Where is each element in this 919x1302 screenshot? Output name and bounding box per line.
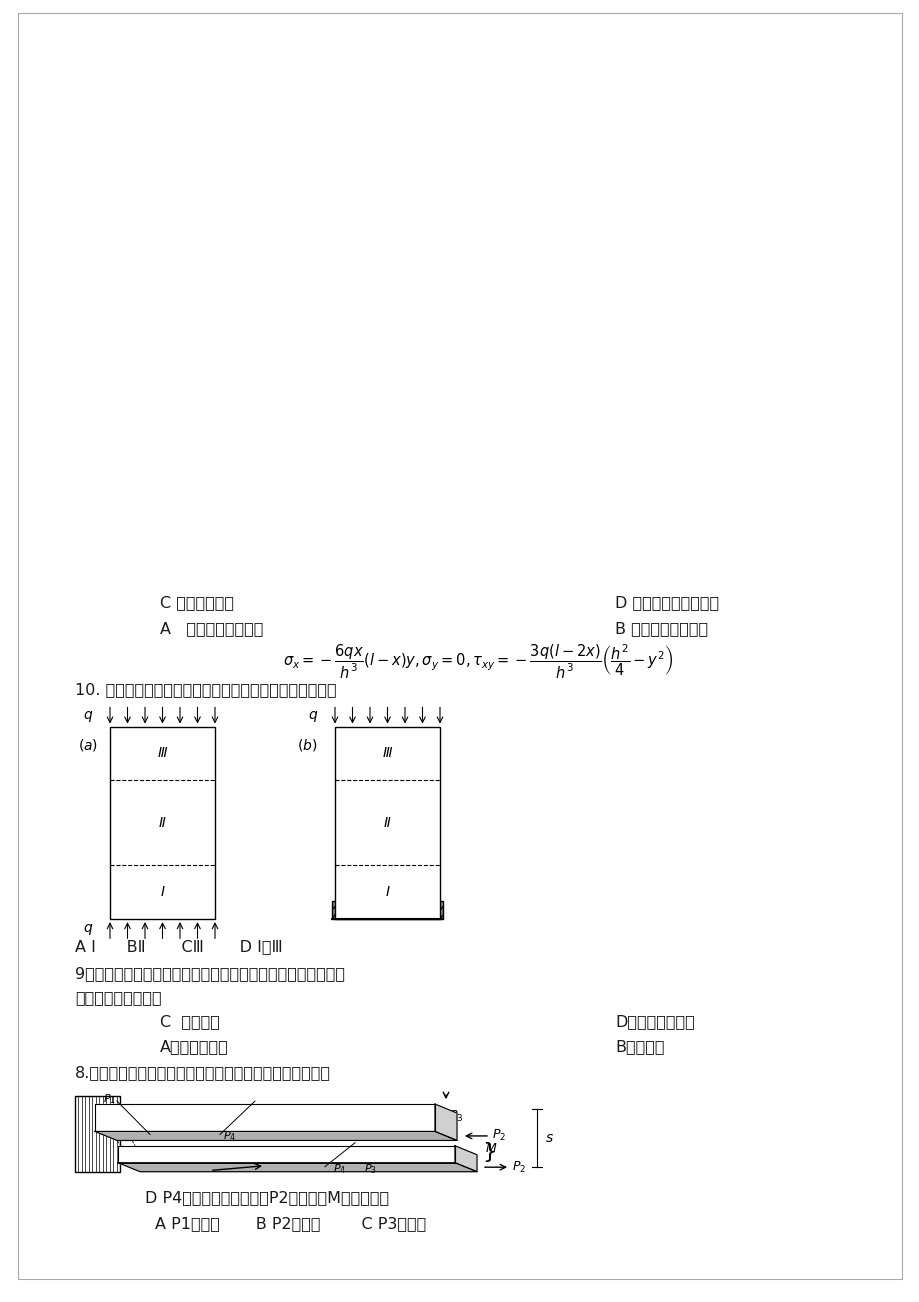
- Text: $P_1$: $P_1$: [103, 1092, 116, 1105]
- Polygon shape: [95, 1131, 457, 1141]
- Text: A   满足平衡微分方程: A 满足平衡微分方程: [160, 621, 263, 637]
- Text: A Ⅰ      BⅡ       CⅢ       D Ⅰ和Ⅲ: A Ⅰ BⅡ CⅢ D Ⅰ和Ⅲ: [75, 939, 282, 954]
- Text: B 满足应力边界条件: B 满足应力边界条件: [614, 621, 708, 637]
- Text: 8.在常体力情况下，用应力函数表示的相容方程等价于（）: 8.在常体力情况下，用应力函数表示的相容方程等价于（）: [75, 1065, 331, 1081]
- Text: $q$: $q$: [83, 922, 93, 936]
- Text: $(b)$: $(b)$: [297, 737, 317, 753]
- Text: A P1一对力       B P2一对力        C P3一对力: A P1一对力 B P2一对力 C P3一对力: [154, 1216, 425, 1232]
- Text: D P4一对力构成的力系和P2一对力与M组成的力系: D P4一对力构成的力系和P2一对力与M组成的力系: [145, 1190, 389, 1206]
- Polygon shape: [435, 1104, 457, 1141]
- Polygon shape: [455, 1146, 476, 1172]
- Text: Ⅰ: Ⅰ: [160, 885, 165, 900]
- Polygon shape: [95, 1104, 435, 1131]
- Text: 10. 图示承受均布荷载作用的简支梁，材料力学解答：（）: 10. 图示承受均布荷载作用的简支梁，材料力学解答：（）: [75, 682, 336, 698]
- Text: D 不是弹性力学精确解: D 不是弹性力学精确解: [614, 595, 719, 611]
- Bar: [332, 901, 443, 919]
- Text: Ⅲ: Ⅲ: [157, 746, 167, 760]
- Text: $M$: $M$: [484, 1142, 497, 1155]
- Text: D平衡微分方程、: D平衡微分方程、: [614, 1014, 694, 1030]
- Text: Ⅲ: Ⅲ: [382, 746, 391, 760]
- Text: $P_2$: $P_2$: [512, 1160, 526, 1174]
- Text: $s$: $s$: [544, 1131, 553, 1144]
- Text: B几何方程: B几何方程: [614, 1039, 664, 1055]
- Text: $P_4$: $P_4$: [223, 1130, 236, 1143]
- Text: $(a)$: $(a)$: [78, 737, 98, 753]
- Polygon shape: [118, 1146, 455, 1163]
- Text: }: }: [482, 1142, 495, 1161]
- Text: A平衡微分方程: A平衡微分方程: [160, 1039, 229, 1055]
- Text: $P_4$: $P_4$: [333, 1161, 346, 1176]
- Text: $q$: $q$: [83, 710, 93, 724]
- Text: Ⅱ: Ⅱ: [159, 816, 165, 829]
- Text: C 满足相容方程: C 满足相容方程: [160, 595, 233, 611]
- Text: C  物理关系: C 物理关系: [160, 1014, 220, 1030]
- Bar: [110, 727, 215, 919]
- Bar: [75, 1096, 119, 1172]
- Text: Ⅰ: Ⅰ: [385, 885, 389, 900]
- Text: $P_3$: $P_3$: [448, 1109, 463, 1124]
- Bar: [335, 727, 439, 919]
- Text: $P_1$: $P_1$: [187, 1154, 202, 1168]
- Text: 几何方程和物理关系: 几何方程和物理关系: [75, 990, 162, 1005]
- Text: $q$: $q$: [308, 710, 318, 724]
- Text: $P_3$: $P_3$: [363, 1161, 376, 1176]
- Text: Ⅱ: Ⅱ: [383, 816, 391, 829]
- Text: $\sigma_x = -\dfrac{6qx}{h^3}(l-x)y, \sigma_y = 0, \tau_{xy} = -\dfrac{3q(l-2x)}: $\sigma_x = -\dfrac{6qx}{h^3}(l-x)y, \si…: [283, 642, 673, 681]
- Text: $P_2$: $P_2$: [492, 1129, 505, 1143]
- Polygon shape: [118, 1163, 476, 1172]
- Text: 9．对图示两种截面相同的拉杆，应力分布有差别的部分是（）: 9．对图示两种截面相同的拉杆，应力分布有差别的部分是（）: [75, 966, 345, 982]
